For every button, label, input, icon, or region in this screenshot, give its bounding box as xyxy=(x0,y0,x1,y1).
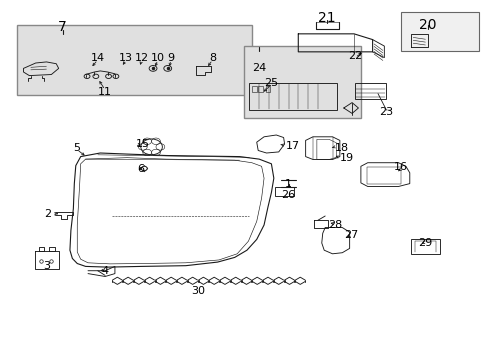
Bar xyxy=(243,46,360,118)
Text: 8: 8 xyxy=(209,53,216,63)
Text: 11: 11 xyxy=(98,87,112,97)
Text: 30: 30 xyxy=(191,285,204,296)
Text: 1: 1 xyxy=(285,179,291,189)
Bar xyxy=(410,239,439,254)
Bar xyxy=(354,83,386,99)
Text: 2: 2 xyxy=(44,209,51,219)
Bar xyxy=(265,86,270,92)
Text: 22: 22 xyxy=(347,51,362,61)
Text: 26: 26 xyxy=(281,190,295,200)
Text: 7: 7 xyxy=(58,20,67,34)
Text: 20: 20 xyxy=(418,18,436,32)
Text: 4: 4 xyxy=(102,266,108,276)
Bar xyxy=(251,86,256,92)
Bar xyxy=(274,187,294,196)
Circle shape xyxy=(141,166,147,171)
Text: 24: 24 xyxy=(251,63,266,73)
Text: 9: 9 xyxy=(167,53,174,63)
Text: 12: 12 xyxy=(135,53,148,63)
Bar xyxy=(249,83,337,110)
Text: 17: 17 xyxy=(285,141,300,151)
Text: 23: 23 xyxy=(379,107,392,117)
Text: 6: 6 xyxy=(137,164,144,174)
Text: 29: 29 xyxy=(417,238,432,248)
Bar xyxy=(17,25,251,95)
Text: 13: 13 xyxy=(119,53,133,63)
Text: 15: 15 xyxy=(136,139,150,149)
Text: 5: 5 xyxy=(73,143,80,153)
Text: 19: 19 xyxy=(339,153,353,163)
Text: 3: 3 xyxy=(43,261,50,271)
Text: 21: 21 xyxy=(317,11,335,25)
Text: 10: 10 xyxy=(151,53,164,63)
Text: 16: 16 xyxy=(393,162,407,172)
Bar xyxy=(400,12,478,51)
Text: 18: 18 xyxy=(334,143,348,153)
Bar xyxy=(366,167,400,184)
Text: 28: 28 xyxy=(327,220,342,230)
Bar xyxy=(258,86,263,92)
Text: 25: 25 xyxy=(264,78,278,88)
Text: 14: 14 xyxy=(91,53,104,63)
Text: 27: 27 xyxy=(343,230,358,240)
